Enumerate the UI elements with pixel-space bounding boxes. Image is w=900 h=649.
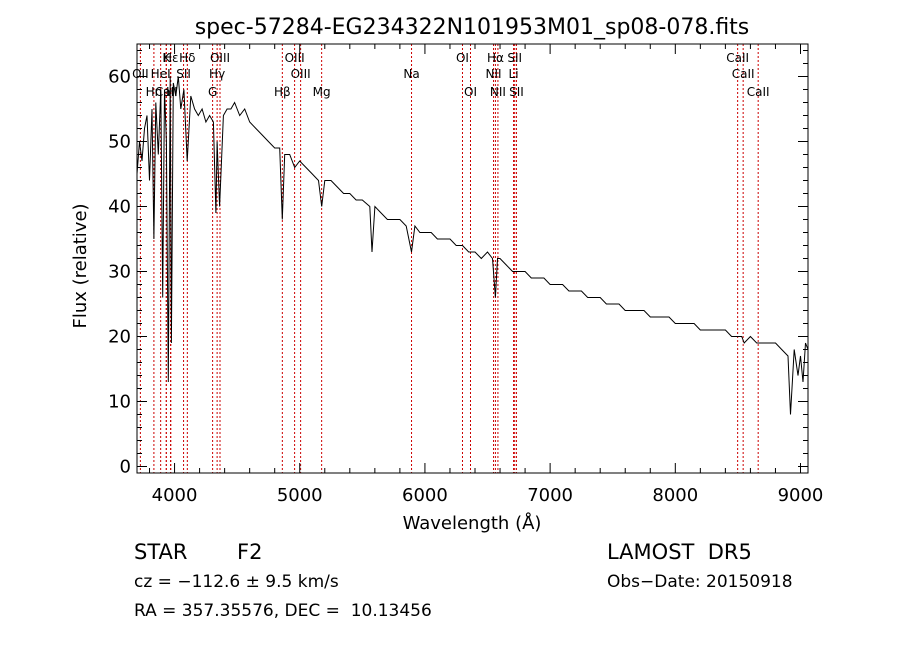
x-axis-label: Wavelength (Å) [403, 512, 542, 534]
line-label: SII [509, 85, 524, 99]
y-tick-label: 0 [120, 457, 131, 478]
line-label: OIII [291, 67, 311, 81]
spectrum-line [136, 76, 809, 415]
line-label: Mg [313, 85, 331, 99]
redshift-cz: cz = −112.6 ± 9.5 km/s [134, 572, 339, 592]
chart-title: spec-57284-EG234322N101953M01_sp08-078.f… [195, 15, 750, 40]
y-tick-label: 20 [108, 327, 131, 348]
x-axis: 4000 5000 6000 7000 8000 9000 [149, 44, 824, 506]
y-tick-label: 40 [108, 197, 131, 218]
x-tick-label: 5000 [277, 485, 323, 506]
line-label: CaII [747, 85, 770, 99]
line-label: NII [486, 67, 502, 81]
line-label: OI [464, 85, 477, 99]
plot-frame [136, 43, 809, 474]
x-tick-label: 6000 [402, 485, 448, 506]
spectral-line-markers [139, 44, 759, 473]
line-label: OII [132, 67, 149, 81]
y-tick-label: 10 [108, 392, 131, 413]
line-label: Hγ [209, 67, 225, 81]
object-class: STAR [134, 540, 188, 564]
line-label: Hε [163, 51, 179, 65]
y-axis-label: Flux (relative) [70, 203, 91, 328]
ra-dec: RA = 357.35576, DEC = 10.13456 [134, 601, 432, 621]
y-tick-label: 50 [108, 132, 131, 153]
observation-date: Obs−Date: 20150918 [607, 572, 793, 592]
line-label: SII [176, 67, 191, 81]
y-axis: 0 10 20 30 40 50 60 [108, 50, 808, 478]
line-label: OIII [210, 51, 230, 65]
line-label: G [208, 85, 217, 99]
line-label: NII [490, 85, 506, 99]
line-label: HeI [151, 67, 171, 81]
line-label: Hα [487, 51, 504, 65]
line-label: Hδ [179, 51, 195, 65]
x-tick-label: 7000 [527, 485, 573, 506]
x-tick-label: 8000 [652, 485, 698, 506]
y-tick-label: 30 [108, 262, 131, 283]
line-label: CaII [732, 67, 755, 81]
line-label: OI [456, 51, 469, 65]
line-label: SII [507, 51, 522, 65]
line-label: OIII [285, 51, 305, 65]
line-label: CaII [726, 51, 749, 65]
line-label: Na [403, 67, 419, 81]
spectral-subclass: F2 [237, 540, 263, 564]
line-label: Li [509, 67, 519, 81]
line-label: K [162, 51, 171, 65]
x-tick-label: 4000 [152, 485, 198, 506]
survey-name: LAMOST DR5 [607, 540, 752, 564]
y-tick-label: 60 [108, 67, 131, 88]
line-label: Hη [146, 85, 163, 99]
line-label: Hβ [274, 85, 291, 99]
x-tick-label: 9000 [778, 485, 824, 506]
